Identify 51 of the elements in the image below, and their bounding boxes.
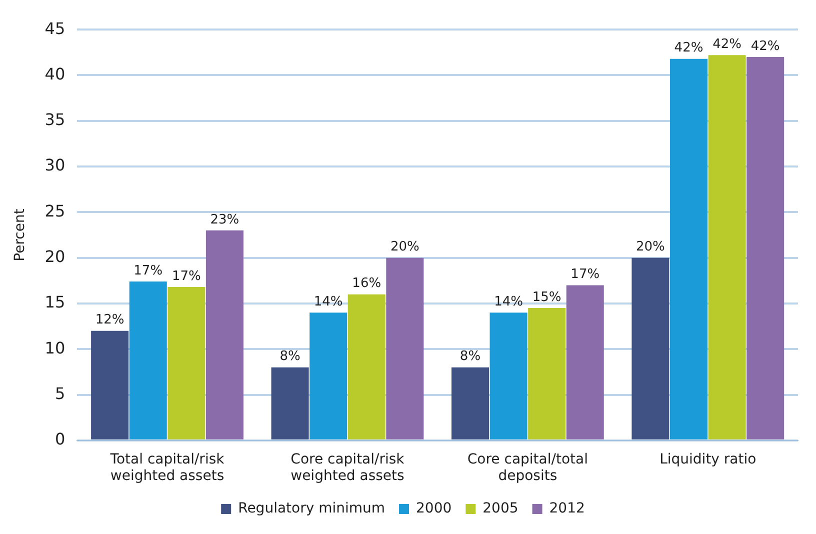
y-tick-label: 5: [54, 384, 66, 403]
bar: [348, 294, 386, 440]
y-tick-label: 20: [44, 246, 66, 266]
data-label: 15%: [532, 290, 562, 305]
bar: [168, 287, 206, 440]
data-label: 23%: [210, 212, 240, 228]
bar: [670, 58, 708, 440]
data-label: 20%: [636, 240, 665, 255]
bar: [271, 367, 309, 440]
bar: [528, 308, 566, 440]
bar: [451, 367, 490, 440]
data-label: 42%: [674, 40, 704, 56]
bar: [310, 312, 348, 440]
y-tick-label: 30: [44, 156, 66, 175]
data-label: 8%: [460, 349, 481, 364]
bar: [632, 258, 670, 440]
legend-label: 2000: [416, 500, 452, 517]
data-label: 8%: [280, 349, 300, 364]
x-tick-label: Total capital/risk weighted assets: [109, 451, 226, 484]
y-tick-label: 40: [44, 64, 66, 84]
data-label: 17%: [570, 267, 600, 282]
bar: [566, 285, 604, 440]
y-tick-label: 0: [54, 430, 66, 449]
legend-label: 2012: [549, 500, 585, 517]
bar: [386, 258, 424, 440]
data-label: 20%: [390, 240, 420, 255]
x-tick-label: Core capital/risk weighted assets: [290, 451, 406, 484]
data-label: 17%: [172, 268, 201, 284]
x-tick-label: Core capital/total deposits: [467, 451, 588, 484]
legend-label: Regulatory minimum: [238, 500, 386, 517]
data-label: 14%: [494, 294, 523, 310]
bar: [129, 282, 167, 440]
bar: [746, 56, 784, 440]
y-tick-label: 25: [44, 201, 66, 220]
x-tick-label: Liquidity ratio: [660, 451, 756, 468]
y-tick-label: 10: [44, 338, 66, 358]
data-label: 17%: [134, 263, 163, 278]
bar: [490, 312, 528, 440]
data-label: 14%: [314, 294, 343, 310]
bar: [91, 330, 129, 440]
data-label: 42%: [712, 37, 742, 52]
y-tick-label: 45: [44, 18, 66, 38]
y-tick-label: 35: [44, 110, 66, 130]
bar: [206, 230, 244, 440]
data-label: 42%: [750, 38, 780, 54]
y-axis-title: Percent: [12, 208, 28, 262]
y-tick-label: 15: [44, 292, 66, 312]
legend-label: 2005: [482, 500, 518, 517]
data-label: 12%: [95, 312, 124, 328]
data-label: 16%: [352, 276, 382, 292]
bar: [708, 55, 746, 440]
